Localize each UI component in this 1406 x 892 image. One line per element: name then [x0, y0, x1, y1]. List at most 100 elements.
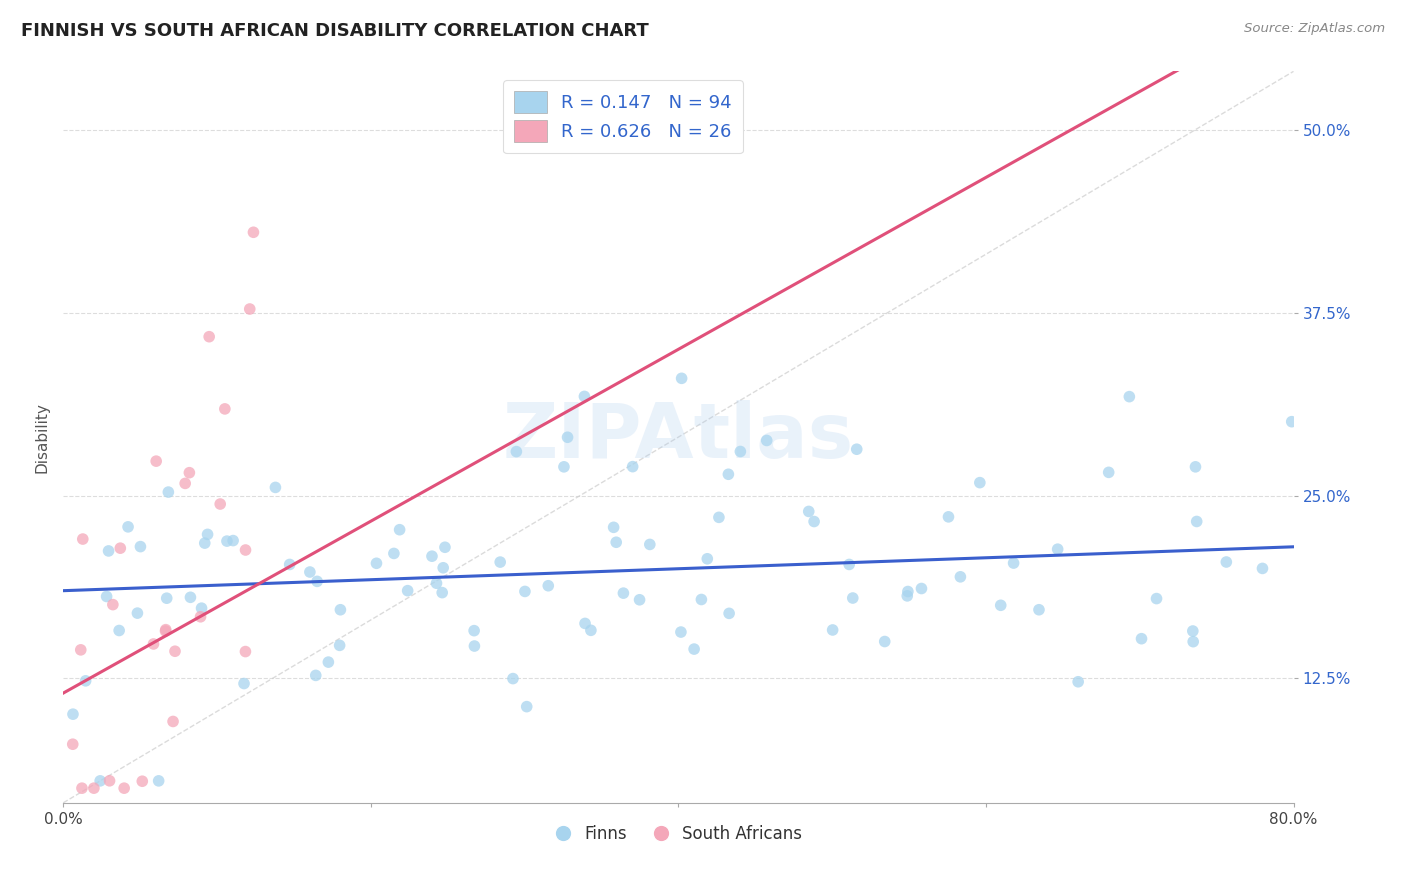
Point [235, 543, 257, 558]
Point [155, 623, 177, 637]
Point [127, 606, 149, 620]
Text: Source: ZipAtlas.com: Source: ZipAtlas.com [1244, 22, 1385, 36]
Point [671, 371, 693, 385]
Point [70, 781, 93, 796]
Point [797, 504, 820, 518]
Point [83, 781, 105, 796]
Point [318, 655, 340, 669]
Point [98, 773, 121, 788]
Point [897, 584, 920, 599]
Point [382, 546, 405, 560]
Point [101, 598, 124, 612]
Point [717, 467, 740, 482]
Point [278, 558, 301, 572]
Point [145, 454, 167, 468]
Point [896, 589, 918, 603]
Point [129, 540, 152, 554]
Point [621, 459, 644, 474]
Point [198, 329, 221, 343]
Point [938, 509, 960, 524]
Point [179, 591, 201, 605]
Point [432, 561, 454, 575]
Point [707, 510, 730, 524]
Text: FINNISH VS SOUTH AFRICAN DISABILITY CORRELATION CHART: FINNISH VS SOUTH AFRICAN DISABILITY CORR… [21, 22, 648, 40]
Point [388, 523, 411, 537]
Point [432, 585, 454, 599]
Point [396, 583, 419, 598]
Point [420, 549, 443, 564]
Point [574, 616, 596, 631]
Point [62, 707, 84, 722]
Point [1098, 466, 1121, 480]
Point [838, 558, 860, 572]
Point [194, 536, 217, 550]
Point [990, 599, 1012, 613]
Y-axis label: Disability: Disability [34, 401, 49, 473]
Point [305, 668, 328, 682]
Text: ZIPAtlas: ZIPAtlas [503, 401, 853, 474]
Point [1002, 556, 1025, 570]
Point [1182, 634, 1205, 648]
Point [112, 781, 135, 796]
Point [163, 644, 186, 658]
Point [108, 624, 131, 638]
Point [69, 643, 91, 657]
Point [1046, 542, 1069, 557]
Point [516, 699, 538, 714]
Point [683, 642, 706, 657]
Point [96, 590, 118, 604]
Point [329, 638, 352, 652]
Point [197, 527, 219, 541]
Point [1184, 459, 1206, 474]
Point [62, 737, 84, 751]
Point [845, 442, 868, 457]
Point [190, 609, 212, 624]
Point [72, 532, 94, 546]
Point [131, 774, 153, 789]
Point [463, 639, 485, 653]
Point [502, 672, 524, 686]
Point [214, 401, 236, 416]
Point [215, 534, 238, 549]
Point [463, 624, 485, 638]
Point [605, 535, 627, 549]
Point [910, 582, 932, 596]
Point [1146, 591, 1168, 606]
Point [239, 301, 262, 316]
Point [821, 623, 844, 637]
Point [612, 586, 634, 600]
Point [690, 592, 713, 607]
Point [242, 225, 264, 239]
Point [110, 541, 132, 556]
Point [264, 480, 287, 494]
Legend: Finns, South Africans: Finns, South Africans [548, 818, 808, 849]
Point [89, 773, 111, 788]
Point [179, 466, 201, 480]
Point [513, 584, 536, 599]
Point [579, 624, 602, 638]
Point [842, 591, 865, 605]
Point [969, 475, 991, 490]
Point [537, 579, 560, 593]
Point [162, 714, 184, 729]
Point [1281, 415, 1303, 429]
Point [233, 676, 256, 690]
Point [1130, 632, 1153, 646]
Point [696, 551, 718, 566]
Point [1118, 390, 1140, 404]
Point [148, 773, 170, 788]
Point [209, 497, 232, 511]
Point [489, 555, 512, 569]
Point [553, 459, 575, 474]
Point [1185, 515, 1208, 529]
Point [235, 644, 257, 658]
Point [1028, 603, 1050, 617]
Point [157, 485, 180, 500]
Point [755, 434, 778, 448]
Point [174, 476, 197, 491]
Point [117, 520, 139, 534]
Point [1251, 561, 1274, 575]
Point [142, 637, 165, 651]
Point [190, 601, 212, 615]
Point [1215, 555, 1237, 569]
